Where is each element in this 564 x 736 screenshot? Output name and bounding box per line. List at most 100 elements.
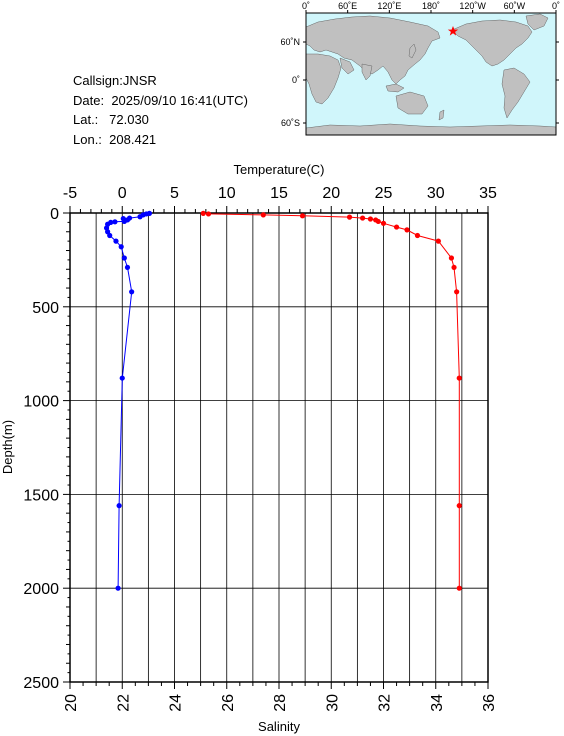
salinity-data-point (435, 238, 441, 244)
depth-axis: 0 500 1000 1500 2000 2500 (23, 206, 59, 692)
lon-value: 208.421 (109, 131, 157, 147)
land-arabia (339, 57, 355, 75)
depth-tick-label: 1500 (23, 487, 59, 504)
lon-line: Lon.: 208.421 (73, 130, 248, 150)
map-left-tick-label: 60˚S (281, 118, 300, 128)
callsign-value: JNSR (122, 73, 157, 88)
salinity-data-point (456, 585, 462, 591)
temperature-data-point (116, 503, 122, 509)
date-label: Date: (73, 92, 105, 108)
salinity-data-point (260, 212, 266, 218)
world-map: 0˚ 60˚E 120˚E 180˚ 120˚W 60˚W 0˚ 60˚N 0˚ 60˚S (280, 1, 560, 136)
map-land (305, 13, 557, 136)
temperature-data-point (113, 238, 119, 244)
callsign-line: Callsign:JNSR (73, 71, 248, 91)
temperature-tick-label: 30 (427, 185, 445, 202)
depth-tick-label: 500 (32, 300, 59, 317)
chart-grid (70, 213, 488, 682)
map-top-tick-label: 120˚E (377, 1, 401, 11)
salinity-data-point (346, 214, 353, 220)
salinity-data-point (456, 503, 462, 509)
temperature-data-point (107, 232, 113, 239)
salinity-tick-label: 26 (220, 694, 237, 712)
map-left-tick-label: 0˚ (292, 75, 300, 85)
temperature-tick-label: 15 (270, 185, 288, 202)
map-top-tick-label: 120˚W (459, 1, 486, 11)
map-top-tick-label: 0˚ (552, 1, 560, 11)
salinity-tick-label: 32 (377, 694, 394, 712)
salinity-data-point (448, 255, 455, 261)
land-greenland (525, 13, 549, 31)
salinity-tick-label: 22 (115, 694, 132, 712)
salinity-tick-label: 28 (272, 694, 289, 712)
lat-label: Lat.: (73, 112, 99, 127)
salinity-data-point (393, 224, 400, 230)
map-top-tick-label: 60˚W (504, 1, 526, 11)
temperature-tick-label: 25 (375, 185, 393, 202)
depth-tick-label: 0 (50, 206, 59, 223)
plot-area-frame (69, 212, 489, 683)
lat-value: 72.030 (109, 112, 149, 127)
map-ticks: 0˚ 60˚E 120˚E 180˚ 120˚W 60˚W 0˚ 60˚N 0˚ 60˚S (280, 1, 560, 128)
temperature-data-point (112, 219, 118, 225)
salinity-data-point (454, 289, 460, 295)
temperature-data-point (119, 375, 125, 381)
land-japan (408, 43, 417, 59)
land-africa (305, 53, 342, 105)
salinity-data-point (451, 264, 457, 271)
salinity-tick-label: 20 (63, 694, 80, 712)
salinity-data-point (299, 213, 306, 219)
depth-tick-label: 1000 (23, 394, 59, 411)
land-india (361, 63, 373, 81)
chart-minor-ticks (63, 206, 489, 689)
temperature-tick-label: 5 (170, 185, 179, 202)
salinity-data-point (205, 211, 212, 217)
land-north-america (451, 19, 533, 67)
depth-tick-label: 2000 (23, 581, 59, 598)
salinity-data-point (414, 232, 421, 239)
depth-tick-label: 2500 (23, 675, 59, 692)
station-star-icon (447, 26, 459, 36)
salinity-data-point (380, 220, 387, 226)
temperature-tick-label: -5 (63, 185, 77, 202)
temperature-tick-label: 10 (218, 185, 236, 202)
temperature-tick-label: 0 (118, 185, 127, 202)
temperature-axis-title: Temperature(C) (233, 162, 324, 177)
map-top-tick-label: 180˚ (422, 1, 440, 11)
salinity-tick-label: 36 (481, 694, 498, 712)
depth-axis-title: Depth(m) (0, 420, 15, 474)
date-value: 2025/09/10 16:41(UTC) (111, 92, 248, 108)
temperature-tick-label: 20 (322, 185, 340, 202)
lat-line: Lat.: 72.030 (73, 110, 248, 130)
salinity-data-point (200, 210, 206, 216)
land-australia (395, 91, 429, 115)
temperature-data-point (137, 214, 143, 220)
land-indonesia (385, 83, 405, 93)
salinity-data-point (404, 227, 410, 233)
map-top-tick-label: 60˚E (338, 1, 357, 11)
salinity-data-point (367, 216, 374, 222)
salinity-tick-label: 34 (429, 694, 446, 712)
map-left-tick-label: 60˚N (280, 37, 300, 47)
land-new-zealand (438, 109, 445, 121)
station-info: Callsign:JNSR Date: 2025/09/10 16:41(UTC… (73, 71, 248, 149)
salinity-axis: 20 22 24 26 28 30 32 34 36 (63, 694, 498, 712)
date-line: Date: 2025/09/10 16:41(UTC) (73, 91, 248, 111)
temperature-data-point (118, 244, 124, 250)
salinity-profile-line (203, 212, 460, 589)
salinity-data-point (375, 218, 381, 225)
temperature-axis: -5 0 5 10 15 20 25 30 35 (63, 185, 497, 202)
lon-label: Lon.: (73, 131, 102, 147)
callsign-label: Callsign: (73, 73, 123, 88)
map-top-tick-label: 0˚ (302, 1, 310, 11)
temperature-tick-label: 35 (479, 185, 497, 202)
data-series (103, 210, 462, 591)
salinity-data-point (360, 215, 366, 221)
salinity-tick-label: 30 (324, 694, 341, 712)
temperature-data-point (121, 218, 127, 225)
land-eurasia (305, 15, 441, 85)
temperature-data-point (124, 264, 131, 271)
land-south-america (501, 67, 531, 119)
salinity-axis-title: Salinity (258, 719, 300, 734)
